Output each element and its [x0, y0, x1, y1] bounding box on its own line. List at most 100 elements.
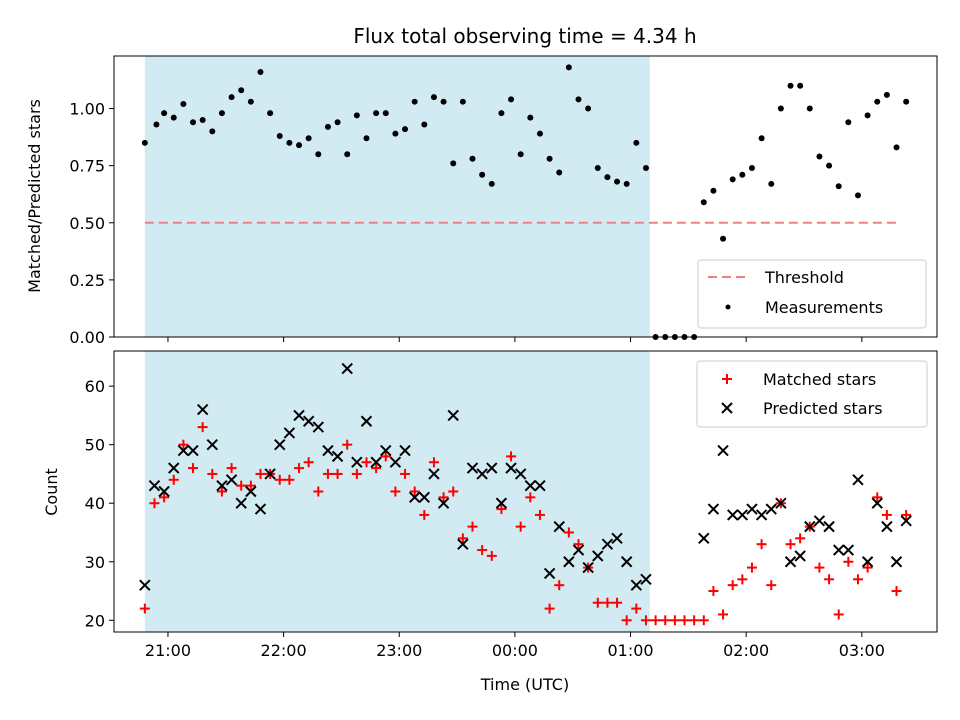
measurement-point: [883, 91, 890, 98]
measurement-point: [854, 192, 861, 199]
measurement-point: [153, 121, 160, 128]
measurement-point: [729, 176, 736, 183]
predicted-star-point: [168, 462, 180, 474]
matched-star-point: [824, 574, 835, 585]
measurement-point: [170, 114, 177, 121]
measurement-point: [373, 110, 380, 117]
top-legend: Threshold Measurements: [697, 259, 927, 329]
matched-star-point: [881, 509, 892, 520]
measurement-point: [604, 174, 611, 181]
predicted-star-point: [534, 479, 546, 492]
predicted-star-point: [736, 509, 749, 521]
measurement-point: [353, 112, 360, 119]
measurement-point: [218, 110, 225, 117]
predicted-star-point: [408, 491, 421, 504]
measurement-point: [633, 139, 640, 146]
matched-star-point: [515, 521, 526, 532]
matched-star-point: [274, 474, 285, 485]
matched-star-point: [197, 422, 208, 433]
measurement-point: [536, 130, 543, 137]
predicted-star-point: [476, 468, 488, 480]
measurement-point: [363, 135, 370, 142]
matched-star-point: [669, 615, 680, 626]
legend-box: [697, 259, 927, 329]
predicted-star-point: [900, 515, 912, 527]
matched-star-point: [400, 468, 411, 479]
x-tick-label: 01:00: [607, 641, 653, 660]
measurement-point: [305, 135, 312, 142]
matched-star-point: [814, 562, 825, 573]
matched-star-point: [640, 615, 651, 626]
predicted-star-point: [331, 450, 344, 463]
observing-window-shade: [144, 56, 650, 337]
matched-star-point: [149, 498, 160, 509]
predicted-star-point: [871, 497, 883, 509]
bottom-axes: 20 30 40 50 60 21:00 22:00 23:00 00:00 01:00 02:00…: [85, 350, 938, 660]
predicted-star-point: [399, 444, 411, 457]
measurement-point: [556, 169, 563, 176]
matched-star-point: [621, 615, 632, 626]
measurement-point: [777, 105, 784, 112]
predicted-star-point: [254, 503, 267, 515]
measurement-point: [247, 98, 254, 105]
measurement-point: [257, 68, 264, 75]
measurement-point: [623, 180, 630, 187]
top-axes: 0.00 0.25 0.50 0.75 1.00 Threshold Measurement…: [69, 55, 938, 347]
matched-star-point: [698, 615, 709, 626]
measurement-point: [411, 98, 418, 105]
predicted-star-point: [225, 474, 238, 486]
matched-star-point: [226, 463, 237, 474]
measurement-point: [720, 235, 727, 242]
matched-star-point: [727, 580, 738, 591]
matched-star-point: [544, 603, 555, 614]
matched-star-point: [380, 451, 391, 462]
matched-star-point: [332, 468, 343, 479]
predicted-star-point: [514, 468, 527, 480]
matched-star-point: [795, 533, 806, 544]
y-tick-label: 20: [85, 611, 105, 630]
matched-star-point: [448, 486, 459, 497]
matched-star-point: [216, 486, 227, 497]
x-tick-label: 22:00: [261, 641, 307, 660]
measurement-point: [315, 151, 322, 158]
predicted-star-point: [823, 520, 835, 533]
predicted-star-point: [486, 462, 498, 474]
predicted-star-point: [274, 438, 286, 451]
x-tick-label: 21:00: [145, 641, 191, 660]
legend-matched-label: Matched stars: [763, 370, 876, 389]
measurement-point: [826, 162, 833, 169]
matched-star-point: [631, 603, 642, 614]
predicted-star-point: [563, 556, 575, 568]
matched-star-point: [689, 615, 700, 626]
predicted-star-point: [717, 444, 729, 457]
predicted-star-point: [293, 409, 305, 422]
matched-star-point: [409, 486, 420, 497]
predicted-star-point: [553, 520, 565, 533]
measurement-point: [864, 112, 871, 119]
predicted-star-point: [206, 438, 219, 451]
predicted-star-point: [852, 474, 864, 486]
predicted-star-point: [794, 550, 806, 562]
predicted-star-point: [707, 503, 720, 515]
legend-predicted-label: Predicted stars: [763, 399, 883, 418]
matched-star-point: [467, 521, 478, 532]
matched-star-point: [313, 486, 324, 497]
measurement-point: [421, 121, 428, 128]
matched-star-point: [322, 468, 333, 479]
predicted-star-point: [755, 509, 768, 521]
predicted-star-point: [640, 573, 652, 586]
bottom-ylabel: Count: [42, 468, 61, 516]
predicted-star-point: [245, 485, 257, 498]
measurement-point: [768, 180, 775, 187]
predicted-star-point: [380, 444, 392, 457]
measurement-point: [296, 142, 303, 149]
matched-star-point: [756, 539, 767, 550]
predicted-star-point: [524, 479, 537, 492]
measurement-point: [180, 100, 187, 107]
matched-star-point: [785, 539, 796, 550]
measurement-point: [845, 119, 852, 126]
predicted-star-point: [572, 544, 585, 556]
predicted-star-point: [437, 497, 450, 509]
measurement-point: [816, 153, 823, 160]
predicted-star-point: [842, 544, 855, 556]
